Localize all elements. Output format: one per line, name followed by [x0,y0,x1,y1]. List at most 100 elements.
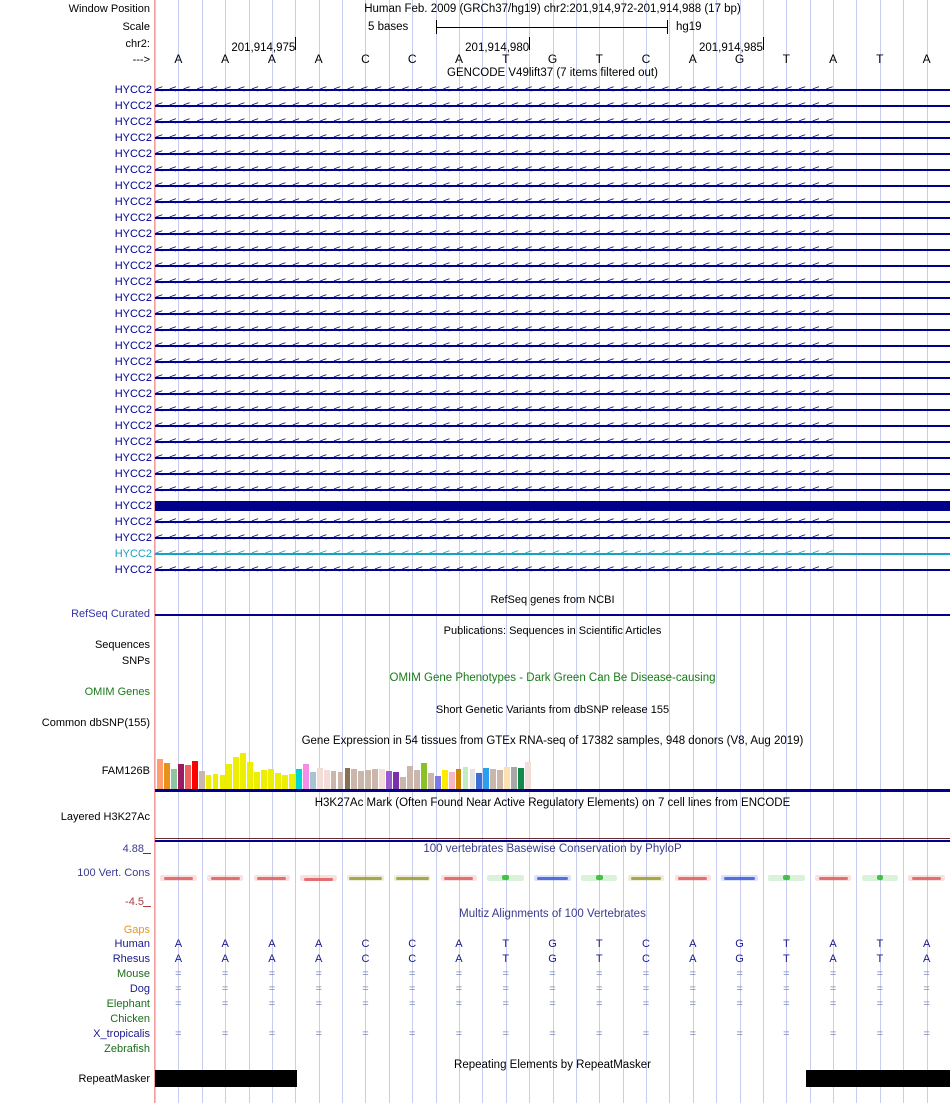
gencode-gene-feature[interactable]: <<<<<<<<<<<<<<<<<<<<<<<<<<<<<<<<<<<<<<<<… [155,82,950,98]
gtex-tissue-bar[interactable] [323,770,330,789]
gencode-gene-label[interactable]: HYCC2 [114,180,152,192]
gencode-gene-label[interactable]: HYCC2 [114,436,152,448]
gencode-gene-row[interactable]: HYCC2 <<<<<<<<<<<<<<<<<<<<<<<<<<<<<<<<<<<… [0,386,950,402]
gencode-gene-row[interactable]: HYCC2 <<<<<<<<<<<<<<<<<<<<<<<<<<<<<<<<<<<… [0,482,950,498]
gencode-gene-label[interactable]: HYCC2 [114,468,152,480]
phylop-conservation-mark[interactable] [818,877,848,880]
gtex-tissue-bar[interactable] [525,762,531,789]
gencode-gene-label[interactable]: HYCC2 [114,116,152,128]
multiz-species-label[interactable]: Zebrafish [104,1043,150,1055]
multiz-species-label[interactable]: Human [114,938,150,950]
gencode-gene-label[interactable]: HYCC2 [114,260,152,272]
gencode-gene-row[interactable]: HYCC2 <<<<<<<<<<<<<<<<<<<<<<<<<<<<<<<<<<<… [0,562,950,578]
gencode-gene-feature[interactable] [155,498,950,514]
gtex-tissue-bar[interactable] [157,759,163,789]
gencode-gene-label[interactable]: HYCC2 [114,292,152,304]
gtex-tissue-bar[interactable] [483,768,490,789]
multiz-species-label[interactable]: X_tropicalis [93,1028,150,1040]
gencode-gene-row[interactable]: HYCC2 <<<<<<<<<<<<<<<<<<<<<<<<<<<<<<<<<<<… [0,178,950,194]
phylop-conservation-mark[interactable] [349,877,382,880]
gtex-tissue-bar[interactable] [205,775,212,789]
gencode-gene-label[interactable]: HYCC2 [114,244,152,256]
gencode-gene-row[interactable]: HYCC2 <<<<<<<<<<<<<<<<<<<<<<<<<<<<<<<<<<<… [0,226,950,242]
dbsnp-label[interactable]: Common dbSNP(155) [41,717,150,729]
phylop-label[interactable]: 100 Vert. Cons [77,867,150,879]
gencode-gene-feature[interactable]: <<<<<<<<<<<<<<<<<<<<<<<<<<<<<<<<<<<<<<<<… [155,290,950,306]
gtex-tissue-bar[interactable] [191,761,198,789]
gtex-tissue-bar[interactable] [448,772,455,789]
gencode-gene-feature[interactable]: <<<<<<<<<<<<<<<<<<<<<<<<<<<<<<<<<<<<<<<<… [155,194,950,210]
gtex-tissue-bar[interactable] [226,764,233,789]
gtex-tissue-bar[interactable] [309,772,316,789]
gtex-tissue-bar[interactable] [504,767,511,789]
gencode-gene-feature[interactable]: <<<<<<<<<<<<<<<<<<<<<<<<<<<<<<<<<<<<<<<<… [155,146,950,162]
phylop-conservation-mark[interactable] [912,877,942,880]
gencode-gene-label[interactable]: HYCC2 [114,276,152,288]
phylop-conservation-mark[interactable] [595,875,603,880]
gtex-tissue-bar[interactable] [212,774,219,789]
gencode-gene-feature[interactable]: <<<<<<<<<<<<<<<<<<<<<<<<<<<<<<<<<<<<<<<<… [155,306,950,322]
phylop-conservation-mark[interactable] [163,877,193,880]
multiz-species-label[interactable]: Chicken [110,1013,150,1025]
gtex-tissue-bar[interactable] [497,770,504,789]
gtex-tissue-bar[interactable] [351,769,358,789]
phylop-conservation-mark[interactable] [537,877,568,880]
gencode-gene-row[interactable]: HYCC2 <<<<<<<<<<<<<<<<<<<<<<<<<<<<<<<<<<<… [0,466,950,482]
gencode-gene-feature[interactable]: <<<<<<<<<<<<<<<<<<<<<<<<<<<<<<<<<<<<<<<<… [155,98,950,114]
gtex-tissue-bar[interactable] [288,774,295,789]
gencode-gene-label[interactable]: HYCC2 [114,324,152,336]
gencode-gene-feature[interactable]: <<<<<<<<<<<<<<<<<<<<<<<<<<<<<<<<<<<<<<<<… [155,210,950,226]
gtex-tissue-bar[interactable] [413,770,420,789]
gtex-tissue-bar[interactable] [469,769,476,789]
gencode-gene-label[interactable]: HYCC2 [114,388,152,400]
gencode-gene-feature[interactable]: <<<<<<<<<<<<<<<<<<<<<<<<<<<<<<<<<<<<<<<<… [155,386,950,402]
gencode-gene-feature[interactable]: <<<<<<<<<<<<<<<<<<<<<<<<<<<<<<<<<<<<<<<<… [155,162,950,178]
gtex-tissue-bar[interactable] [198,771,205,789]
gencode-gene-label[interactable]: HYCC2 [114,308,152,320]
gencode-gene-label[interactable]: HYCC2 [114,196,152,208]
gtex-tissue-bar[interactable] [518,768,524,789]
gtex-tissue-bar[interactable] [372,769,379,789]
omim-genes-label[interactable]: OMIM Genes [84,686,150,698]
phylop-conservation-wiggle[interactable] [155,862,950,898]
snps-label[interactable]: SNPs [121,655,150,667]
gencode-gene-row[interactable]: HYCC2 <<<<<<<<<<<<<<<<<<<<<<<<<<<<<<<<<<<… [0,514,950,530]
gencode-gene-feature[interactable]: <<<<<<<<<<<<<<<<<<<<<<<<<<<<<<<<<<<<<<<<… [155,402,950,418]
gtex-tissue-bar[interactable] [462,767,469,789]
gtex-tissue-bar[interactable] [177,764,184,789]
gencode-gene-row[interactable]: HYCC2 <<<<<<<<<<<<<<<<<<<<<<<<<<<<<<<<<<<… [0,338,950,354]
gencode-gene-feature[interactable]: <<<<<<<<<<<<<<<<<<<<<<<<<<<<<<<<<<<<<<<<… [155,562,950,578]
gtex-tissue-bar[interactable] [393,772,399,789]
gencode-gene-label[interactable]: HYCC2 [114,564,152,576]
phylop-conservation-mark[interactable] [783,875,790,880]
gencode-gene-label[interactable]: HYCC2 [114,228,152,240]
gencode-gene-label[interactable]: HYCC2 [114,532,152,544]
gtex-tissue-bar[interactable] [268,769,274,789]
gencode-gene-feature[interactable]: <<<<<<<<<<<<<<<<<<<<<<<<<<<<<<<<<<<<<<<<… [155,114,950,130]
gencode-gene-row[interactable]: HYCC2 <<<<<<<<<<<<<<<<<<<<<<<<<<<<<<<<<<<… [0,146,950,162]
gencode-gene-row[interactable]: HYCC2 <<<<<<<<<<<<<<<<<<<<<<<<<<<<<<<<<<<… [0,402,950,418]
phylop-conservation-mark[interactable] [876,875,884,880]
gencode-gene-label[interactable]: HYCC2 [114,516,152,528]
phylop-conservation-mark[interactable] [630,877,662,880]
gtex-tissue-bar[interactable] [476,773,483,789]
gtex-tissue-bar[interactable] [365,770,372,789]
gencode-gene-label[interactable]: HYCC2 [114,356,152,368]
gencode-gene-row[interactable]: HYCC2 <<<<<<<<<<<<<<<<<<<<<<<<<<<<<<<<<<<… [0,354,950,370]
gencode-gene-row[interactable]: HYCC2 <<<<<<<<<<<<<<<<<<<<<<<<<<<<<<<<<<<… [0,450,950,466]
gtex-tissue-bar[interactable] [240,753,247,789]
gtex-tissue-bar[interactable] [302,764,309,789]
gencode-gene-row[interactable]: HYCC2 <<<<<<<<<<<<<<<<<<<<<<<<<<<<<<<<<<<… [0,306,950,322]
gtex-tissue-bar[interactable] [427,773,434,789]
gtex-tissue-bar[interactable] [261,770,267,789]
gencode-gene-feature[interactable]: <<<<<<<<<<<<<<<<<<<<<<<<<<<<<<<<<<<<<<<<… [155,226,950,242]
gencode-gene-feature[interactable]: <<<<<<<<<<<<<<<<<<<<<<<<<<<<<<<<<<<<<<<<… [155,466,950,482]
gtex-tissue-bar[interactable] [511,767,517,789]
gencode-gene-row[interactable]: HYCC2 <<<<<<<<<<<<<<<<<<<<<<<<<<<<<<<<<<<… [0,194,950,210]
gencode-gene-label[interactable]: HYCC2 [114,500,152,512]
refseq-label[interactable]: RefSeq Curated [71,608,150,620]
repeat-element-block-left[interactable] [155,1070,297,1087]
phylop-conservation-mark[interactable] [502,875,509,880]
gencode-gene-label[interactable]: HYCC2 [114,100,152,112]
repeatmasker-label[interactable]: RepeatMasker [78,1073,150,1085]
